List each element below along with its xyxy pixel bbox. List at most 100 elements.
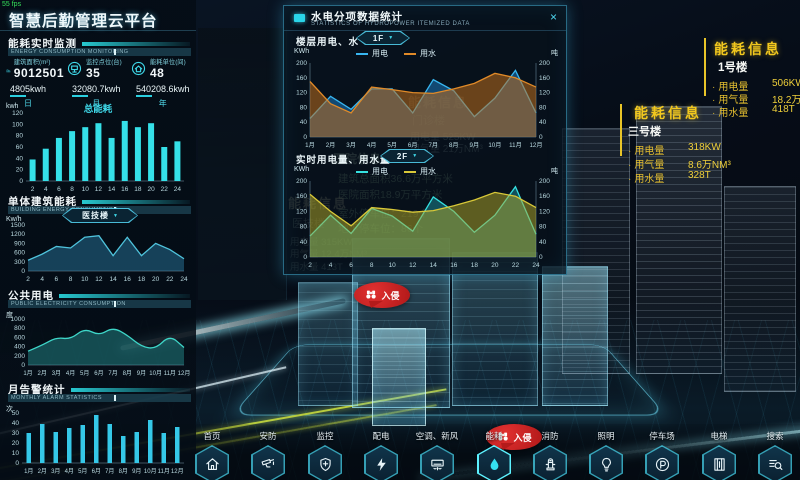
svg-text:4月: 4月 <box>65 468 74 475</box>
monitor-icon <box>66 60 83 77</box>
floor-select-dropdown[interactable]: 1F ▼ <box>356 31 410 45</box>
svg-text:2: 2 <box>308 262 312 269</box>
svg-text:0: 0 <box>19 178 23 185</box>
svg-text:12月: 12月 <box>171 468 184 475</box>
svg-text:160: 160 <box>539 193 550 200</box>
section-title: 公共用电 <box>8 290 54 302</box>
svg-text:600: 600 <box>14 334 25 341</box>
nav-item-lighting[interactable]: 照明 <box>576 430 636 480</box>
bullet: · <box>628 174 632 185</box>
axis-unit-right: 吨 <box>551 50 558 57</box>
nav-item-security[interactable]: 安防 <box>238 430 298 480</box>
svg-text:8: 8 <box>69 276 73 283</box>
axis-unit-right: 吨 <box>551 168 558 175</box>
svg-text:1000: 1000 <box>11 316 26 323</box>
section-public-electricity: 公共用电 <box>8 288 190 303</box>
underline <box>10 95 26 97</box>
svg-text:22: 22 <box>161 186 169 193</box>
panel-title: 能耗信息 <box>714 41 782 57</box>
realtime-floor-dropdown[interactable]: 2F ▼ <box>380 149 434 163</box>
nav-item-home[interactable]: 首页 <box>182 430 242 480</box>
svg-text:6月: 6月 <box>92 468 101 475</box>
svg-text:3月: 3月 <box>51 468 60 475</box>
intrusion-alert-bubble-nav[interactable]: 入侵 <box>486 424 542 450</box>
svg-text:0: 0 <box>21 268 25 275</box>
nav-item-energy[interactable]: 能耗 <box>464 430 524 480</box>
bullet: · <box>712 95 716 106</box>
chevron-down-icon: ▼ <box>412 153 418 159</box>
svg-text:900: 900 <box>14 240 25 247</box>
svg-text:120: 120 <box>539 90 550 97</box>
nav-item-fire[interactable]: 消防 <box>520 430 580 480</box>
svg-text:10: 10 <box>389 262 397 269</box>
svg-text:2: 2 <box>31 186 35 193</box>
svg-text:160: 160 <box>539 75 550 82</box>
panel-row: ·用电量506KW <box>712 78 800 93</box>
svg-text:20: 20 <box>16 167 24 174</box>
nav-item-hvac[interactable]: 空调、新风 <box>407 430 467 480</box>
section-bar <box>59 293 190 298</box>
slider-tick <box>114 301 117 307</box>
section-title: 单体建筑能耗 <box>8 196 77 208</box>
nav-item-parking[interactable]: 停车场 <box>632 430 692 480</box>
svg-text:12月: 12月 <box>529 142 542 149</box>
svg-text:18: 18 <box>138 276 146 283</box>
unit-icon <box>130 60 147 77</box>
svg-text:0: 0 <box>539 134 543 141</box>
svg-text:120: 120 <box>12 110 23 117</box>
underline <box>136 95 152 97</box>
svg-text:8月: 8月 <box>119 468 128 475</box>
dropdown-bg <box>63 209 137 222</box>
nav-item-power[interactable]: 配电 <box>351 430 411 480</box>
svg-text:160: 160 <box>296 193 307 200</box>
intrusion-alert-bubble[interactable]: 入侵 <box>354 282 410 308</box>
building-name: 1号楼 <box>718 62 748 74</box>
svg-text:14: 14 <box>109 276 117 283</box>
axis-unit: 次 <box>6 406 13 413</box>
svg-text:20: 20 <box>147 186 155 193</box>
fps-counter: 55 fps <box>2 1 22 8</box>
section-building-energy: 单体建筑能耗 <box>8 194 190 209</box>
svg-text:6: 6 <box>57 186 61 193</box>
svg-text:22: 22 <box>512 262 520 269</box>
daily-energy: 4805kwh 日 <box>10 84 47 108</box>
nav-item-search[interactable]: 搜索 <box>745 430 800 480</box>
svg-text:8: 8 <box>370 262 374 269</box>
svg-text:0: 0 <box>303 134 307 141</box>
svg-text:30: 30 <box>12 430 20 437</box>
panel-accent-bar <box>704 38 706 96</box>
svg-text:40: 40 <box>300 119 308 126</box>
close-icon[interactable]: × <box>549 10 557 24</box>
svg-text:18: 18 <box>134 186 142 193</box>
svg-text:100: 100 <box>12 121 23 128</box>
glass-building <box>542 266 608 406</box>
section-title: 能耗实时监测 <box>8 38 77 50</box>
svg-text:5月: 5月 <box>387 142 397 149</box>
svg-text:120: 120 <box>296 208 307 215</box>
svg-text:10月: 10月 <box>488 142 501 149</box>
svg-text:10: 10 <box>12 450 20 457</box>
glass-building <box>452 252 538 406</box>
svg-text:4: 4 <box>40 276 44 283</box>
nav-item-monitoring[interactable]: 监控 <box>295 430 355 480</box>
panel-accent-bar <box>620 104 622 156</box>
axis-unit-left: KWh <box>294 48 310 55</box>
wireframe-tower <box>724 186 796 392</box>
building-select-dropdown[interactable]: 医技楼 ▼ <box>62 208 138 223</box>
realtime-usage-label: 实时用电量、用水量 <box>296 155 391 166</box>
nav-item-elevator[interactable]: 电梯 <box>689 430 749 480</box>
svg-text:5月: 5月 <box>78 468 87 475</box>
hydropower-stats-modal: 水电分项数据统计 STATISTICS OF HYDROPOWER ITEMIZ… <box>283 5 567 275</box>
svg-text:9月: 9月 <box>470 142 480 149</box>
legend-dash <box>404 52 416 55</box>
svg-text:80: 80 <box>539 224 547 231</box>
svg-text:24: 24 <box>180 276 188 283</box>
svg-text:0: 0 <box>15 460 19 467</box>
glass-building <box>372 328 426 426</box>
dropdown-bg <box>357 32 409 44</box>
panel-title: 能耗信息 <box>634 105 702 121</box>
svg-text:2月: 2月 <box>38 370 47 377</box>
svg-text:1月: 1月 <box>24 468 33 475</box>
svg-text:120: 120 <box>539 208 550 215</box>
bulb-icon <box>590 446 622 480</box>
